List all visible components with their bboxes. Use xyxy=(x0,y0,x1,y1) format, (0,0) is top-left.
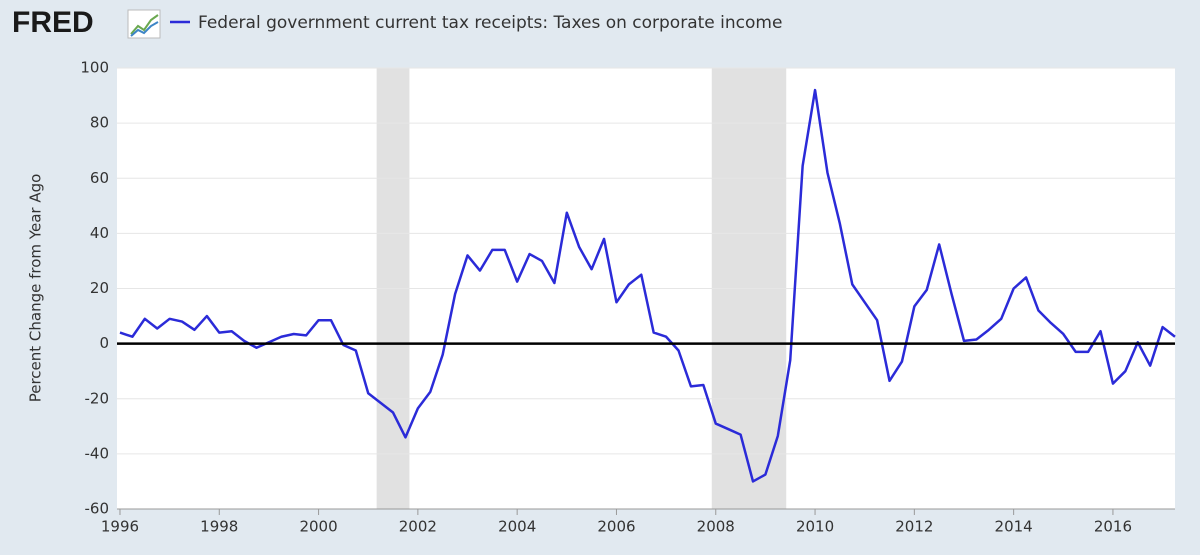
x-tick-label: 2006 xyxy=(597,518,635,536)
y-tick-label: 100 xyxy=(80,59,109,77)
x-tick-label: 2004 xyxy=(498,518,536,536)
data-line xyxy=(119,88,1176,483)
y-tick-label: 80 xyxy=(90,114,109,132)
x-tick-label: 2002 xyxy=(399,518,437,536)
x-tick-label: 2008 xyxy=(697,518,735,536)
x-tick-label: 2010 xyxy=(796,518,834,536)
x-tick-label: 2012 xyxy=(895,518,933,536)
x-tick-label: 1998 xyxy=(200,518,238,536)
x-tick-label: 2016 xyxy=(1094,518,1132,536)
logo: FRED xyxy=(12,6,94,39)
x-tick-label: 1996 xyxy=(101,518,139,536)
x-tick-label: 2014 xyxy=(995,518,1033,536)
y-tick-label: 0 xyxy=(99,334,109,352)
y-tick-label: 60 xyxy=(90,169,109,187)
legend-label: Federal government current tax receipts:… xyxy=(198,13,782,33)
y-tick-label: -40 xyxy=(85,444,110,462)
logo-icon xyxy=(127,9,161,39)
y-tick-label: 40 xyxy=(90,224,109,242)
y-tick-label: 20 xyxy=(90,279,109,297)
x-tick-label: 2000 xyxy=(299,518,337,536)
y-tick-label: -20 xyxy=(85,389,110,407)
y-tick-label: -60 xyxy=(85,500,110,518)
y-axis-label: Percent Change from Year Ago xyxy=(27,174,45,403)
